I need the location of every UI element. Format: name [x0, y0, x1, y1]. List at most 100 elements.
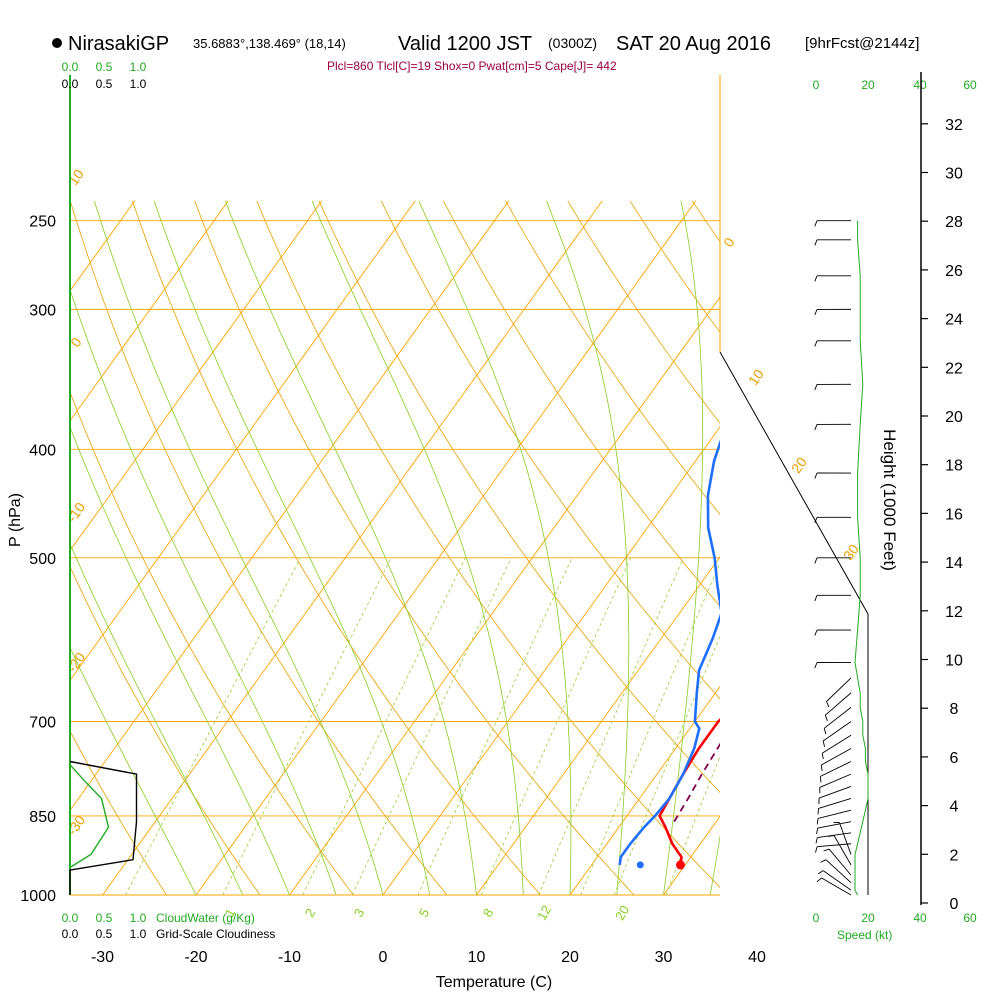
- temperature-tick: 40: [748, 949, 766, 966]
- cloudwater-tick-bottom: 1.0: [130, 911, 147, 925]
- wind-barb: [823, 848, 852, 876]
- wind-barb: [817, 798, 852, 815]
- mixing-ratio-label: 12: [534, 903, 554, 923]
- cloudiness-tick-bottom: 0.0: [62, 927, 79, 941]
- moist-adiabat-35: [709, 834, 720, 895]
- isotherm--30: [102, 200, 603, 895]
- wind-barb: [816, 809, 852, 825]
- surface-temperature-marker: [675, 860, 685, 870]
- isotherm-10: [476, 556, 720, 895]
- station-name: NirasakiGP: [68, 33, 169, 55]
- temperature-tick-labels: -30 -20 -10 0 10 20 30 40: [91, 949, 766, 966]
- height-tick: 28: [945, 214, 963, 231]
- wind-barb: [818, 786, 852, 805]
- moist-adiabat-20: [418, 200, 572, 895]
- pressure-tick: 850: [29, 809, 56, 826]
- moist-adiabat--10: [70, 426, 290, 895]
- isotherm-20: [569, 685, 720, 895]
- temperature-tick: -10: [278, 949, 301, 966]
- dry-adiabat-340: [443, 200, 720, 607]
- wind-barb: [824, 692, 852, 721]
- dry-adiabat-280: [70, 200, 448, 895]
- wind-barb: [823, 707, 852, 735]
- wind-barb: [820, 748, 852, 772]
- dry-adiabat-360: [567, 200, 720, 424]
- mixing-ratio-16: [580, 562, 720, 895]
- isotherm-label: 10: [65, 166, 87, 188]
- mixing-ratio-5: [417, 557, 573, 895]
- dewpoint-line: [618, 439, 720, 866]
- temperature-tick: -20: [184, 949, 207, 966]
- cloudwater-axis-label: CloudWater (g/Kg): [156, 911, 255, 925]
- dry-adiabat-400: [817, 201, 1000, 919]
- height-tick: 14: [945, 555, 963, 572]
- height-tick: 30: [945, 166, 963, 183]
- cloudiness-tick-top: 0.0: [62, 77, 79, 91]
- temperature-tick: 30: [655, 949, 673, 966]
- wind-barb: [815, 843, 852, 853]
- mixing-ratio-label: 8: [480, 906, 497, 920]
- height-tick: 10: [945, 653, 963, 670]
- wind-barb: [814, 557, 852, 564]
- wind-barb: [814, 383, 852, 391]
- dry-adiabat-lines: [70, 200, 1000, 919]
- height-tick: 26: [945, 263, 963, 280]
- wind-barb: [833, 821, 852, 855]
- cloudiness-axis-label: Grid-Scale Cloudiness: [156, 927, 275, 941]
- moist-adiabat-40: [757, 201, 893, 895]
- wind-barb: [814, 516, 852, 524]
- cloudwater-tick-top: 1.0: [130, 60, 147, 74]
- wind-barb: [817, 870, 852, 891]
- pressure-tick: 400: [29, 442, 56, 459]
- isotherm-label: 10: [745, 366, 767, 388]
- pressure-axis-label: P (hPa): [7, 493, 24, 547]
- dry-adiabat-250: [70, 730, 167, 895]
- pressure-tick: 700: [29, 715, 56, 732]
- valid-time: Valid 1200 JST: [398, 33, 532, 55]
- speed-tick-top: 60: [963, 78, 977, 92]
- speed-tick-top: 40: [913, 78, 927, 92]
- isotherm-label: -10: [64, 499, 89, 525]
- mixing-ratio-2: [302, 557, 466, 895]
- isotherm--60: [70, 200, 323, 552]
- cloudwater-tick-top: 0.0: [62, 60, 79, 74]
- height-tick: 18: [945, 458, 963, 475]
- cloudwater-tick-bottom: 0.0: [62, 911, 79, 925]
- temperature-axis-label: Temperature (C): [436, 974, 552, 991]
- surface-markers: [636, 860, 685, 870]
- height-tick: 4: [950, 799, 959, 816]
- profile-series: [618, 439, 720, 866]
- mixing-ratio-0.4: [125, 557, 301, 895]
- forecast-tag: [9hrFcst@2144z]: [805, 35, 919, 52]
- height-tick: 2: [950, 847, 959, 864]
- dry-adiabat-290: [132, 200, 542, 895]
- speed-tick-top: 20: [861, 78, 875, 92]
- surface-dewpoint-marker: [636, 861, 644, 869]
- wind-barb: [814, 662, 852, 669]
- station-coords: 35.6883°,138.469° (18,14): [193, 36, 346, 51]
- wind-barb: [826, 677, 852, 708]
- wind-barb: [822, 721, 852, 747]
- dry-adiabat-320: [318, 200, 720, 794]
- moist-adiabat-15: [311, 200, 524, 895]
- speed-tick-bottom: 20: [861, 911, 875, 925]
- pressure-tick: 300: [29, 302, 56, 319]
- moist-adiabat--15: [70, 542, 244, 895]
- pressure-tick: 500: [29, 551, 56, 568]
- plot-frame: [69, 75, 869, 896]
- wind-barb: [816, 877, 852, 896]
- isotherm--50: [70, 200, 416, 682]
- height-axis-label: Height (1000 Feet): [880, 429, 899, 571]
- moist-adiabat-10: [225, 200, 477, 895]
- speed-tick-bottom: 40: [913, 911, 927, 925]
- temperature-tick: 10: [468, 949, 486, 966]
- mixing-ratio-labels: 1 2 3 5 8 12 20: [222, 903, 632, 923]
- wind-speed-line: [854, 220, 869, 896]
- mixing-ratio-label: 5: [416, 906, 433, 920]
- cloudwater-line: [69, 764, 110, 869]
- moist-adiabat--5: [70, 288, 337, 895]
- height-tick: 16: [945, 506, 963, 523]
- dry-adiabat-310: [256, 200, 720, 888]
